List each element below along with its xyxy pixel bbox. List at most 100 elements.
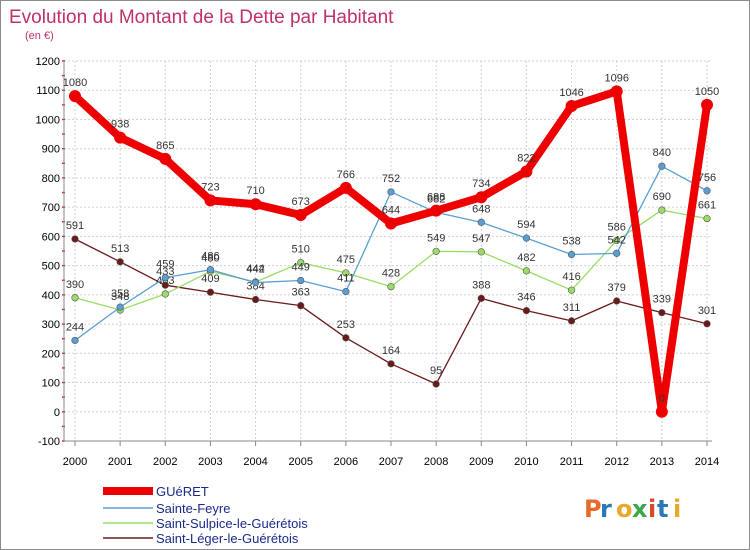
data-label: 661	[698, 200, 716, 212]
data-point	[613, 249, 621, 257]
x-tick-label: 2007	[379, 456, 403, 468]
data-label: 938	[111, 119, 129, 131]
y-tick-label: 300	[42, 319, 60, 331]
data-label: 486	[201, 251, 219, 263]
data-point	[385, 217, 397, 230]
chart-title: Evolution du Montant de la Dette par Hab…	[9, 7, 394, 28]
x-tick-label: 2013	[650, 456, 674, 468]
data-label: 734	[472, 178, 490, 190]
data-label: 311	[563, 302, 581, 314]
y-axis: -100 0 100 200 300 400 500 600 700 800 900 1000 1100…	[36, 56, 65, 448]
x-tick-label: 2010	[514, 456, 538, 468]
chart-subtitle: (en €)	[25, 30, 54, 42]
data-point	[701, 98, 713, 111]
data-label: 688	[427, 192, 445, 204]
data-label: 510	[292, 244, 310, 256]
data-label: 1050	[695, 86, 719, 98]
data-label: 384	[246, 281, 264, 293]
y-tick-label: 600	[42, 231, 60, 243]
data-label: 547	[472, 233, 490, 245]
x-tick-label: 2008	[424, 456, 448, 468]
data-label: 0	[659, 393, 665, 405]
data-point	[159, 152, 172, 165]
data-label: 253	[337, 319, 355, 331]
data-point	[430, 204, 443, 217]
data-label: 644	[382, 205, 400, 217]
x-tick-label: 2011	[560, 456, 584, 468]
data-label: 766	[337, 169, 355, 181]
data-point	[432, 247, 440, 255]
data-label: 428	[382, 268, 400, 280]
data-point	[658, 162, 666, 170]
data-point	[204, 194, 217, 207]
data-label: 358	[111, 288, 129, 300]
y-tick-label: 1000	[36, 114, 60, 126]
x-tick-label: 2009	[469, 456, 493, 468]
data-point	[658, 309, 666, 317]
data-point	[703, 187, 711, 195]
x-tick-label: 2012	[604, 456, 628, 468]
data-point	[297, 259, 305, 267]
data-point	[613, 236, 621, 245]
legend-label-0: GUéRET	[156, 484, 209, 499]
data-point	[703, 320, 711, 328]
data-label: 244	[66, 321, 84, 333]
data-point	[703, 214, 711, 223]
data-label: 752	[382, 173, 400, 185]
data-label: 513	[111, 243, 129, 255]
data-point	[567, 286, 576, 294]
y-tick-label: 1100	[36, 85, 60, 97]
proxiti-logo: Pr o x i t i	[584, 495, 681, 523]
data-label: 433	[156, 266, 174, 278]
data-label: 409	[201, 273, 219, 285]
data-point	[339, 181, 352, 194]
logo-letter: r	[600, 495, 612, 523]
data-label: 648	[472, 203, 490, 215]
data-label: 542	[608, 234, 626, 246]
data-label: 756	[698, 172, 716, 184]
data-label: 1080	[63, 77, 87, 89]
data-label: 442	[246, 264, 264, 276]
y-tick-label: 1200	[36, 56, 60, 68]
data-point	[161, 281, 169, 289]
series-group: 591 513 433 409 384 363 253 164 95 388 346 311 379 33…	[63, 72, 719, 418]
logo-letter: P	[584, 495, 602, 523]
data-label: 482	[517, 252, 535, 264]
data-label: 586	[608, 221, 626, 233]
data-label: 411	[337, 273, 355, 285]
data-point	[522, 267, 531, 275]
data-point	[251, 295, 260, 304]
data-label: 840	[653, 147, 671, 159]
data-point	[251, 278, 260, 287]
data-point	[567, 317, 576, 325]
data-label: 480	[201, 252, 219, 264]
data-point	[522, 234, 531, 242]
data-label: 822	[517, 152, 535, 164]
y-tick-label: -100	[38, 436, 60, 448]
data-point	[249, 198, 262, 211]
data-point	[477, 294, 485, 302]
data-point	[387, 360, 395, 368]
data-point	[477, 248, 485, 256]
data-point	[342, 269, 350, 277]
grid-lines	[64, 60, 712, 442]
data-point	[342, 334, 350, 342]
data-label: 390	[66, 279, 84, 291]
data-label: 594	[517, 219, 535, 231]
logo-letter: t	[657, 495, 668, 523]
data-label: 95	[430, 365, 442, 377]
legend-label-2: Saint-Sulpice-le-Guérétois	[156, 516, 308, 531]
legend-label-3: Saint-Léger-le-Guérétois	[156, 531, 299, 546]
x-tick-label: 2004	[243, 456, 267, 468]
y-tick-label: 700	[42, 202, 60, 214]
x-tick-label: 2000	[63, 456, 87, 468]
logo-letter: x	[632, 495, 648, 523]
data-point	[658, 206, 666, 214]
data-point	[342, 288, 350, 296]
data-point	[610, 85, 623, 98]
data-label: 690	[653, 191, 671, 203]
data-point	[565, 100, 578, 113]
x-tick-label: 2014	[695, 456, 719, 468]
data-label: 388	[472, 279, 490, 291]
